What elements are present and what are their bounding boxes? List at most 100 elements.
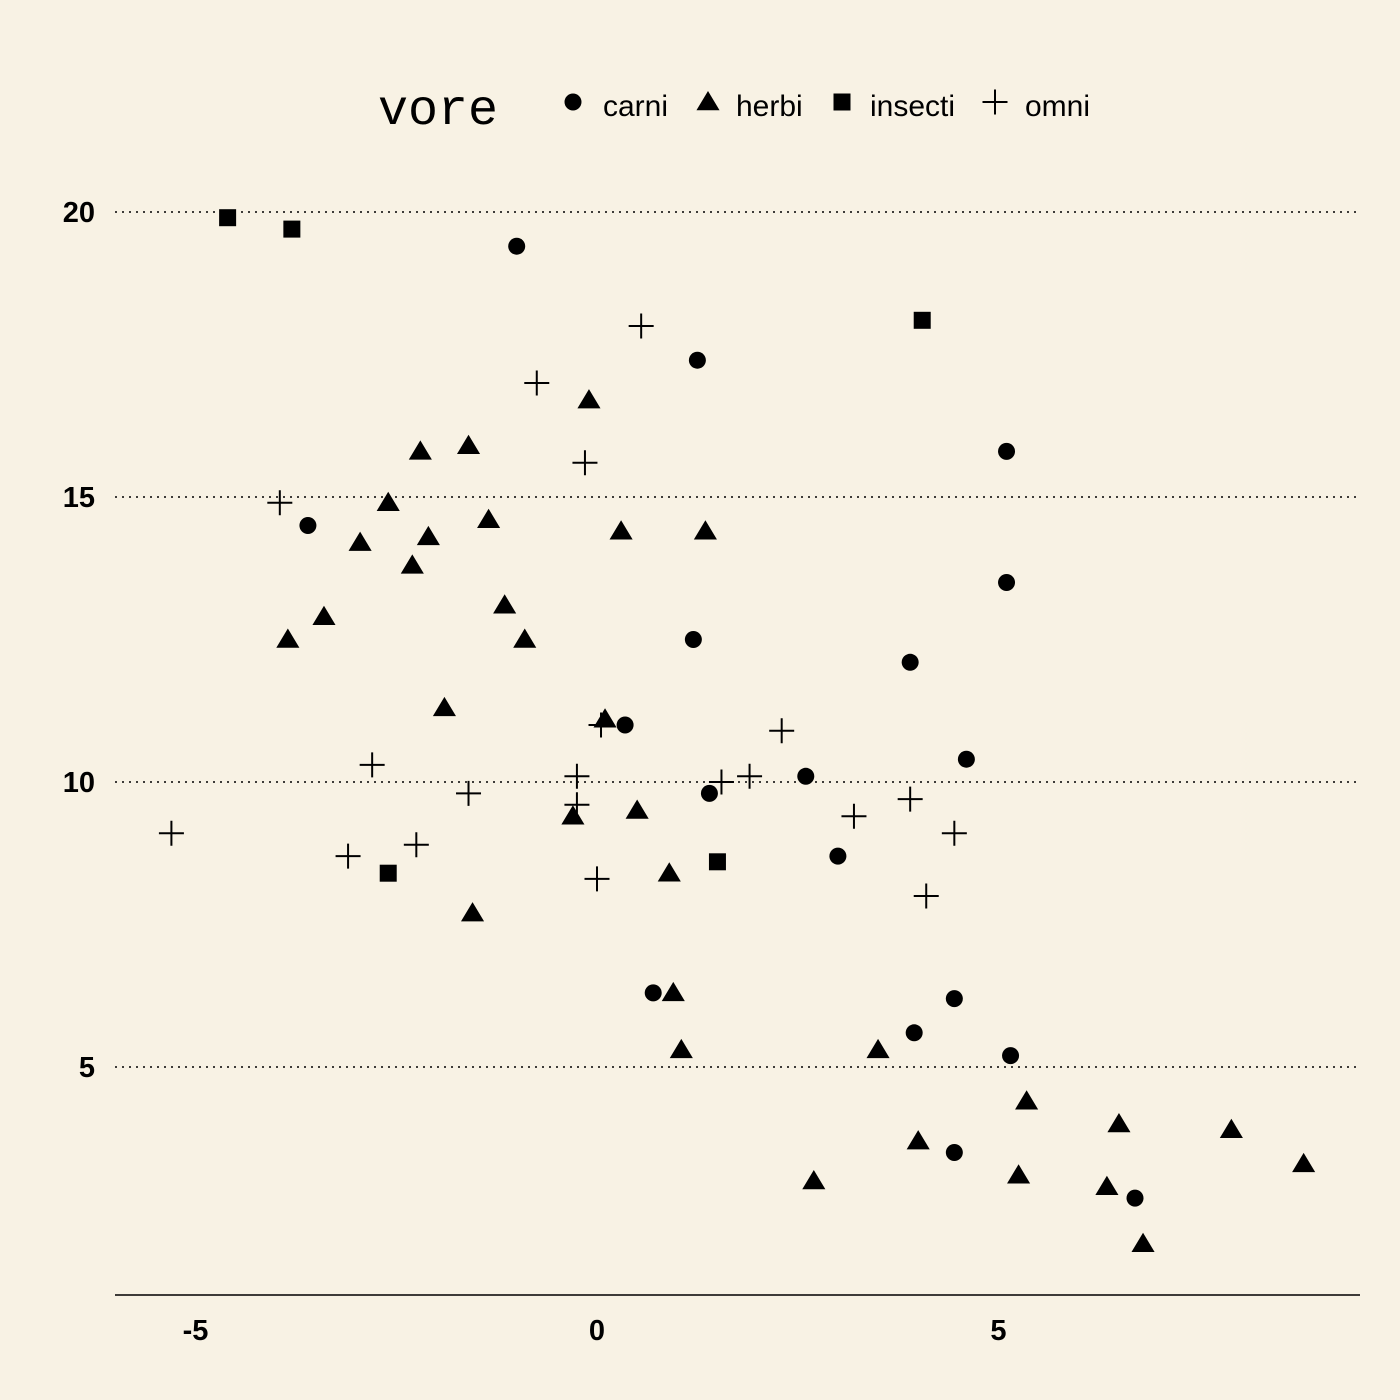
series-carni xyxy=(299,237,1144,1207)
point-herbi xyxy=(493,594,517,614)
point-omni xyxy=(158,820,184,846)
point-omni xyxy=(708,769,734,795)
point-herbi xyxy=(661,981,685,1002)
point-carni xyxy=(998,574,1016,591)
point-omni xyxy=(841,803,867,829)
point-herbi xyxy=(276,628,300,648)
point-omni xyxy=(941,820,967,846)
point-carni xyxy=(616,716,634,734)
point-carni xyxy=(1126,1189,1144,1207)
point-herbi xyxy=(408,440,432,460)
point-omni xyxy=(335,843,361,869)
legend-item-herbi: herbi xyxy=(696,90,803,123)
point-herbi xyxy=(432,696,456,717)
x-tick-label: 5 xyxy=(990,1315,1006,1347)
point-carni xyxy=(688,351,706,369)
point-insecti xyxy=(283,220,301,238)
series-herbi xyxy=(276,389,1316,1252)
point-herbi xyxy=(802,1170,826,1190)
data-points xyxy=(158,209,1316,1252)
point-herbi xyxy=(1015,1090,1039,1110)
point-herbi xyxy=(1292,1152,1316,1173)
point-herbi xyxy=(866,1038,890,1059)
point-herbi xyxy=(693,520,717,540)
legend-label: carni xyxy=(603,90,668,123)
point-herbi xyxy=(456,434,481,454)
point-herbi xyxy=(625,799,649,819)
legend: vore carni herbi insecti omni xyxy=(378,83,1090,140)
x-tick-label: 0 xyxy=(589,1315,605,1347)
point-omni xyxy=(628,313,654,339)
legend-items: carni herbi insecti omni xyxy=(564,89,1090,123)
y-tick-label: 5 xyxy=(79,1052,95,1084)
legend-key-herbi xyxy=(696,91,720,111)
point-carni xyxy=(508,237,526,255)
point-herbi xyxy=(416,525,440,546)
point-carni xyxy=(1002,1047,1020,1065)
y-tick-label: 20 xyxy=(63,197,95,229)
point-omni xyxy=(584,866,610,892)
point-omni xyxy=(769,718,795,744)
point-herbi xyxy=(657,862,681,882)
point-herbi xyxy=(1107,1113,1131,1133)
point-omni xyxy=(588,712,614,738)
point-omni xyxy=(403,832,429,858)
legend-item-carni: carni xyxy=(564,90,668,123)
point-herbi xyxy=(477,508,501,529)
point-herbi xyxy=(561,805,585,825)
point-omni xyxy=(267,490,293,516)
point-insecti xyxy=(913,311,931,329)
point-carni xyxy=(299,517,317,534)
point-insecti xyxy=(708,853,726,871)
point-carni xyxy=(644,984,662,1002)
point-herbi xyxy=(513,628,537,648)
legend-label: omni xyxy=(1025,90,1090,123)
point-herbi xyxy=(1095,1175,1119,1195)
grid-lines xyxy=(115,211,1360,1068)
point-herbi xyxy=(906,1130,930,1150)
point-omni xyxy=(737,763,763,789)
point-herbi xyxy=(1219,1118,1243,1138)
point-herbi xyxy=(609,520,633,540)
point-herbi xyxy=(577,389,601,409)
point-omni xyxy=(572,450,598,476)
legend-key-insecti xyxy=(833,93,851,111)
legend-key-carni xyxy=(564,93,582,111)
point-carni xyxy=(829,847,847,865)
y-tick-label: 10 xyxy=(63,767,95,799)
point-carni xyxy=(945,1144,963,1161)
point-insecti xyxy=(379,864,397,882)
point-insecti xyxy=(219,209,237,227)
point-omni xyxy=(913,883,939,909)
point-omni xyxy=(359,752,385,778)
series-omni xyxy=(158,313,967,909)
point-herbi xyxy=(593,708,617,728)
series-insecti xyxy=(219,209,931,882)
point-carni xyxy=(684,631,702,648)
point-omni xyxy=(564,763,590,789)
point-herbi xyxy=(348,531,372,551)
point-herbi xyxy=(312,605,336,625)
legend-label: herbi xyxy=(736,90,803,123)
legend-title: vore xyxy=(378,83,498,140)
legend-key-omni xyxy=(982,89,1008,115)
point-herbi xyxy=(376,491,400,511)
legend-item-omni: omni xyxy=(982,89,1090,123)
point-herbi xyxy=(460,902,485,922)
x-tick-label: -5 xyxy=(183,1315,209,1347)
point-herbi xyxy=(1007,1164,1031,1184)
point-carni xyxy=(945,990,963,1008)
tick-labels: 5 10 15 20 -5 0 5 xyxy=(63,197,1007,1347)
point-omni xyxy=(524,370,550,396)
point-carni xyxy=(905,1024,923,1042)
point-omni xyxy=(897,786,923,812)
point-carni xyxy=(957,750,975,768)
point-omni xyxy=(564,792,590,818)
point-carni xyxy=(998,442,1016,460)
legend-label: insecti xyxy=(870,90,955,123)
point-herbi xyxy=(400,554,424,574)
legend-item-insecti: insecti xyxy=(833,90,955,123)
point-omni xyxy=(456,780,482,806)
